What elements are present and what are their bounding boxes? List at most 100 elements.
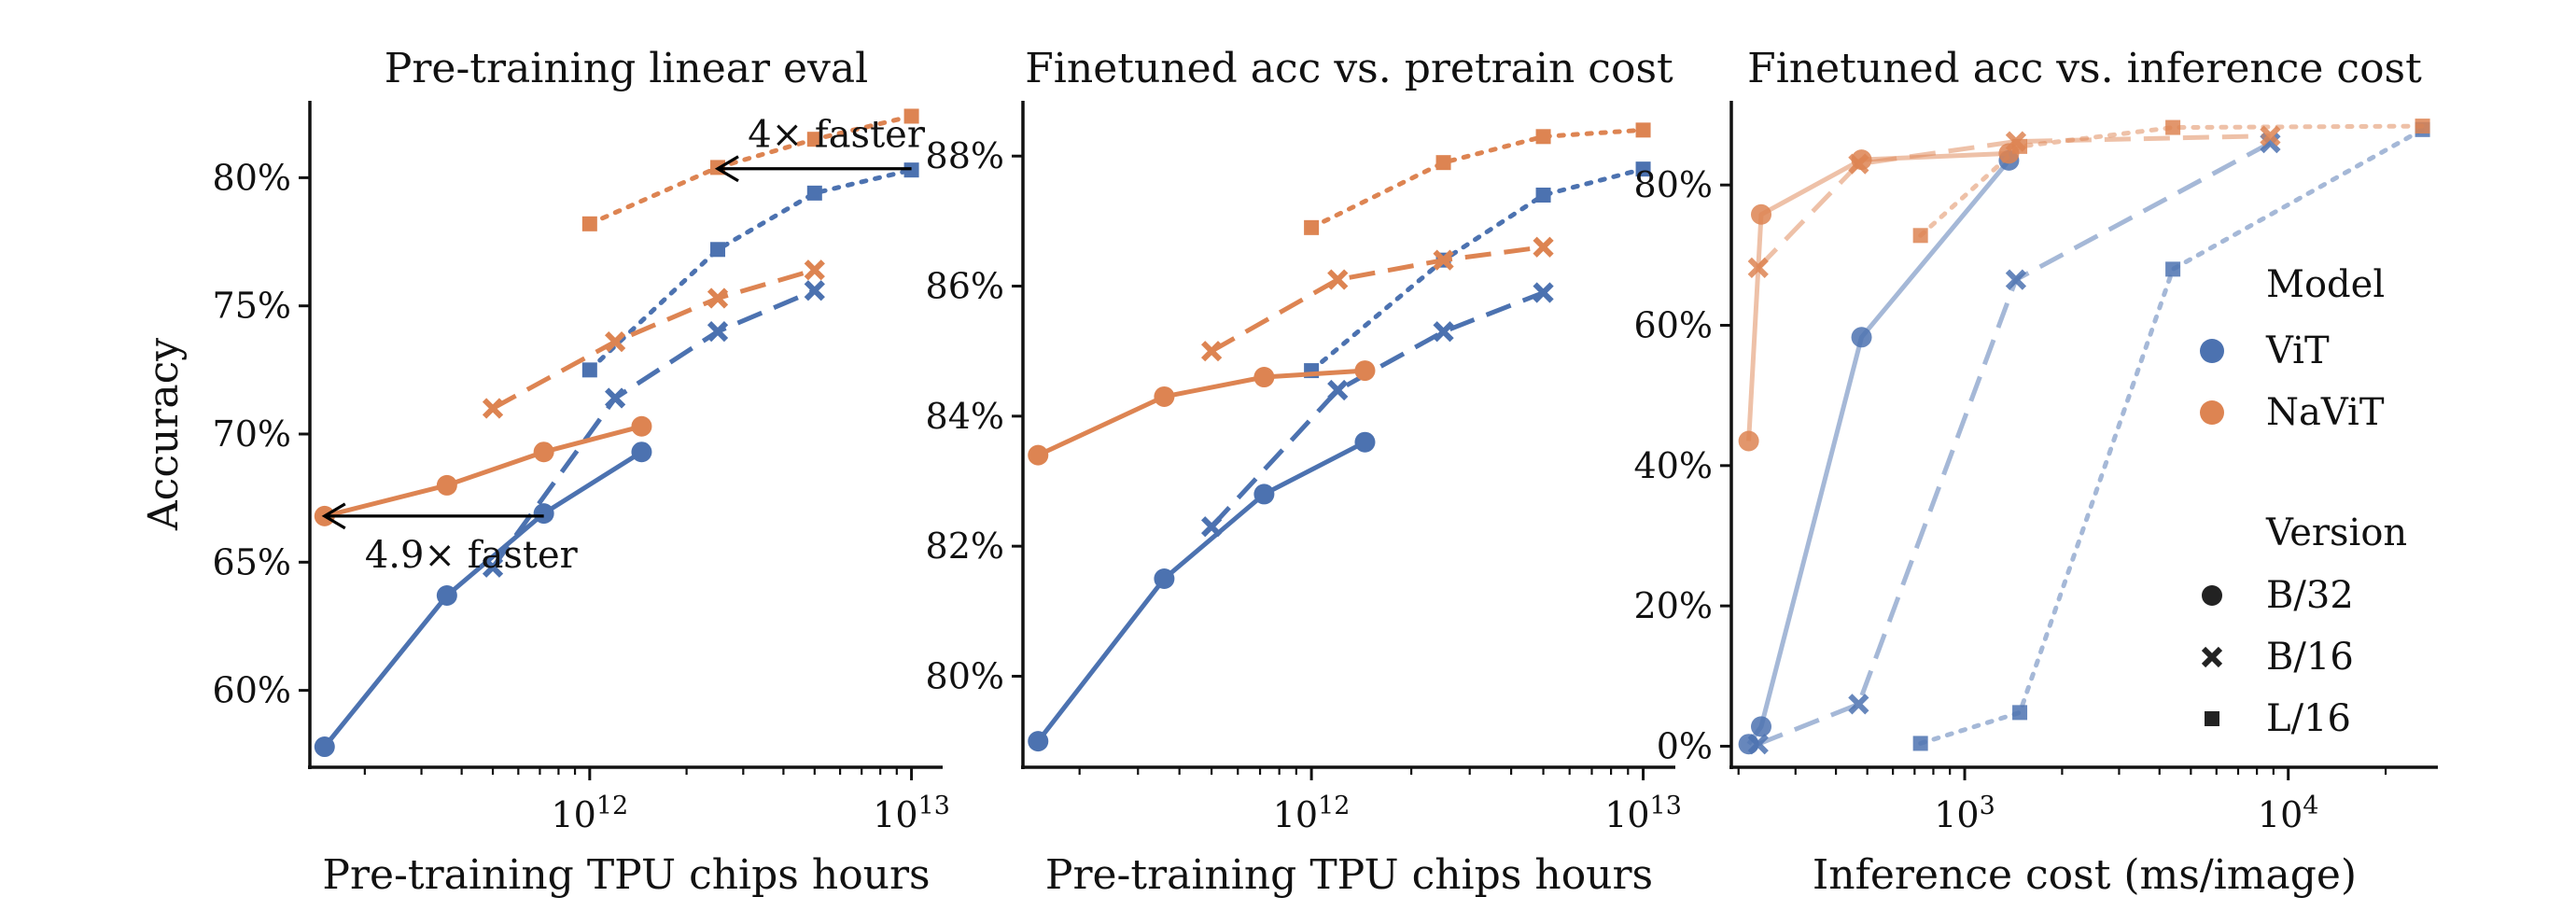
data-point bbox=[1354, 360, 1376, 382]
x-axis-label: Pre-training TPU chips hours bbox=[322, 851, 930, 899]
data-point bbox=[631, 415, 652, 437]
series-line bbox=[1918, 127, 2426, 746]
series-navit-b-16 bbox=[482, 259, 825, 419]
series-navit-b-16 bbox=[1200, 236, 1554, 362]
legend-marker-navit bbox=[2200, 400, 2224, 425]
series-vit-l-16 bbox=[1912, 121, 2430, 751]
x-axis-label: Pre-training TPU chips hours bbox=[1045, 851, 1653, 899]
y-axis-label: Accuracy bbox=[140, 338, 188, 531]
data-point bbox=[482, 398, 504, 419]
series-line bbox=[1037, 368, 1365, 457]
series-navit-l-16 bbox=[1304, 122, 1651, 235]
data-point bbox=[1533, 282, 1554, 303]
annotation-text: 4× faster bbox=[748, 114, 926, 157]
data-point bbox=[707, 287, 729, 309]
series-line bbox=[1210, 245, 1544, 354]
series-vit-b-32 bbox=[1738, 149, 2020, 755]
series-navit-b-32 bbox=[314, 415, 652, 526]
series-line bbox=[1757, 140, 2272, 747]
series-line bbox=[1210, 290, 1545, 528]
data-point bbox=[2260, 125, 2281, 147]
x-tick-label: 1012 bbox=[1273, 792, 1351, 835]
data-point bbox=[1848, 153, 1869, 175]
series-line bbox=[491, 267, 816, 411]
series-line bbox=[1309, 166, 1646, 373]
series-line bbox=[587, 114, 915, 227]
y-tick-label: 80% bbox=[1634, 164, 1713, 205]
data-point bbox=[1354, 431, 1376, 453]
data-point bbox=[1747, 734, 1769, 755]
data-point bbox=[605, 387, 626, 409]
data-point bbox=[806, 132, 822, 147]
legend-marker-b-32 bbox=[2202, 585, 2222, 606]
legend-label-b-32: B/32 bbox=[2266, 574, 2354, 617]
data-point bbox=[1747, 257, 1769, 278]
y-tick-label: 80% bbox=[926, 655, 1004, 696]
annotation-4-faster: 4× faster bbox=[714, 114, 926, 183]
data-point bbox=[804, 280, 825, 301]
series-line bbox=[1036, 440, 1366, 743]
legend-version-title: Version bbox=[2265, 512, 2407, 554]
series-line bbox=[1746, 159, 2011, 746]
data-point bbox=[1435, 155, 1451, 171]
panel-3: 0% 20% 40% 60% 80% 103 104 Finetuned acc vs. in… bbox=[1634, 45, 2438, 899]
legend-label-l-16: L/16 bbox=[2266, 697, 2351, 740]
data-point bbox=[2012, 705, 2028, 721]
series-navit-b-32 bbox=[1738, 143, 2020, 452]
data-point bbox=[1848, 694, 1869, 715]
x-tick-label: 103 bbox=[1934, 792, 1995, 835]
y-tick-label: 65% bbox=[213, 541, 291, 582]
legend-model-title: Model bbox=[2266, 263, 2385, 306]
data-point bbox=[2165, 119, 2181, 135]
legend-label-b-16: B/16 bbox=[2266, 636, 2354, 679]
data-point bbox=[806, 185, 822, 201]
data-point bbox=[1533, 236, 1554, 258]
data-point bbox=[2415, 119, 2430, 134]
series-navit-l-16 bbox=[1912, 119, 2430, 244]
series-vit-l-16 bbox=[581, 162, 919, 378]
y-tick-label: 60% bbox=[1634, 305, 1713, 346]
legend-label-navit: NaViT bbox=[2266, 391, 2385, 434]
series-navit-b-32 bbox=[1028, 360, 1376, 466]
y-tick-label: 80% bbox=[213, 157, 291, 198]
series-vit-b-16 bbox=[1200, 282, 1554, 538]
panel-2: 80% 82% 84% 86% 88% 1012 1013 Finetuned acc vs.… bbox=[926, 45, 1682, 899]
data-point bbox=[2005, 269, 2027, 290]
data-point bbox=[1851, 327, 1872, 348]
series-line bbox=[324, 424, 643, 519]
data-point bbox=[1304, 219, 1320, 235]
y-tick-label: 20% bbox=[1634, 585, 1713, 626]
data-point bbox=[1327, 379, 1349, 401]
series-vit-b-16 bbox=[482, 280, 825, 578]
data-point bbox=[581, 216, 597, 231]
data-point bbox=[2165, 261, 2181, 277]
data-point bbox=[314, 736, 335, 758]
data-point bbox=[581, 362, 597, 378]
annotation-text: 4.9× faster bbox=[365, 534, 579, 577]
data-point bbox=[1154, 385, 1175, 407]
series-vit-l-16 bbox=[1304, 161, 1651, 379]
data-point bbox=[1433, 249, 1454, 271]
series-line bbox=[587, 167, 915, 372]
x-tick-label: 1013 bbox=[1604, 792, 1682, 835]
data-point bbox=[1535, 129, 1551, 145]
data-point bbox=[1327, 269, 1349, 290]
chart-title: Finetuned acc vs. pretrain cost bbox=[1025, 45, 1673, 92]
y-tick-label: 88% bbox=[926, 135, 1004, 176]
data-point bbox=[1154, 568, 1175, 589]
data-point bbox=[1635, 122, 1651, 138]
data-point bbox=[1200, 516, 1223, 538]
legend-marker-l-16 bbox=[2205, 711, 2219, 726]
legend-marker-vit bbox=[2200, 339, 2224, 363]
data-point bbox=[1433, 321, 1454, 343]
data-point bbox=[804, 259, 825, 281]
annotation-arrowhead bbox=[321, 502, 346, 530]
data-point bbox=[533, 441, 554, 463]
data-point bbox=[1028, 731, 1049, 752]
data-point bbox=[436, 585, 457, 607]
series-vit-b-32 bbox=[1028, 431, 1376, 752]
x-tick-label: 1012 bbox=[551, 792, 628, 835]
panel-1: 60% 65% 70% 75% 80% 1012 1013 Pre-training line… bbox=[140, 45, 950, 899]
series-line bbox=[1918, 123, 2426, 238]
